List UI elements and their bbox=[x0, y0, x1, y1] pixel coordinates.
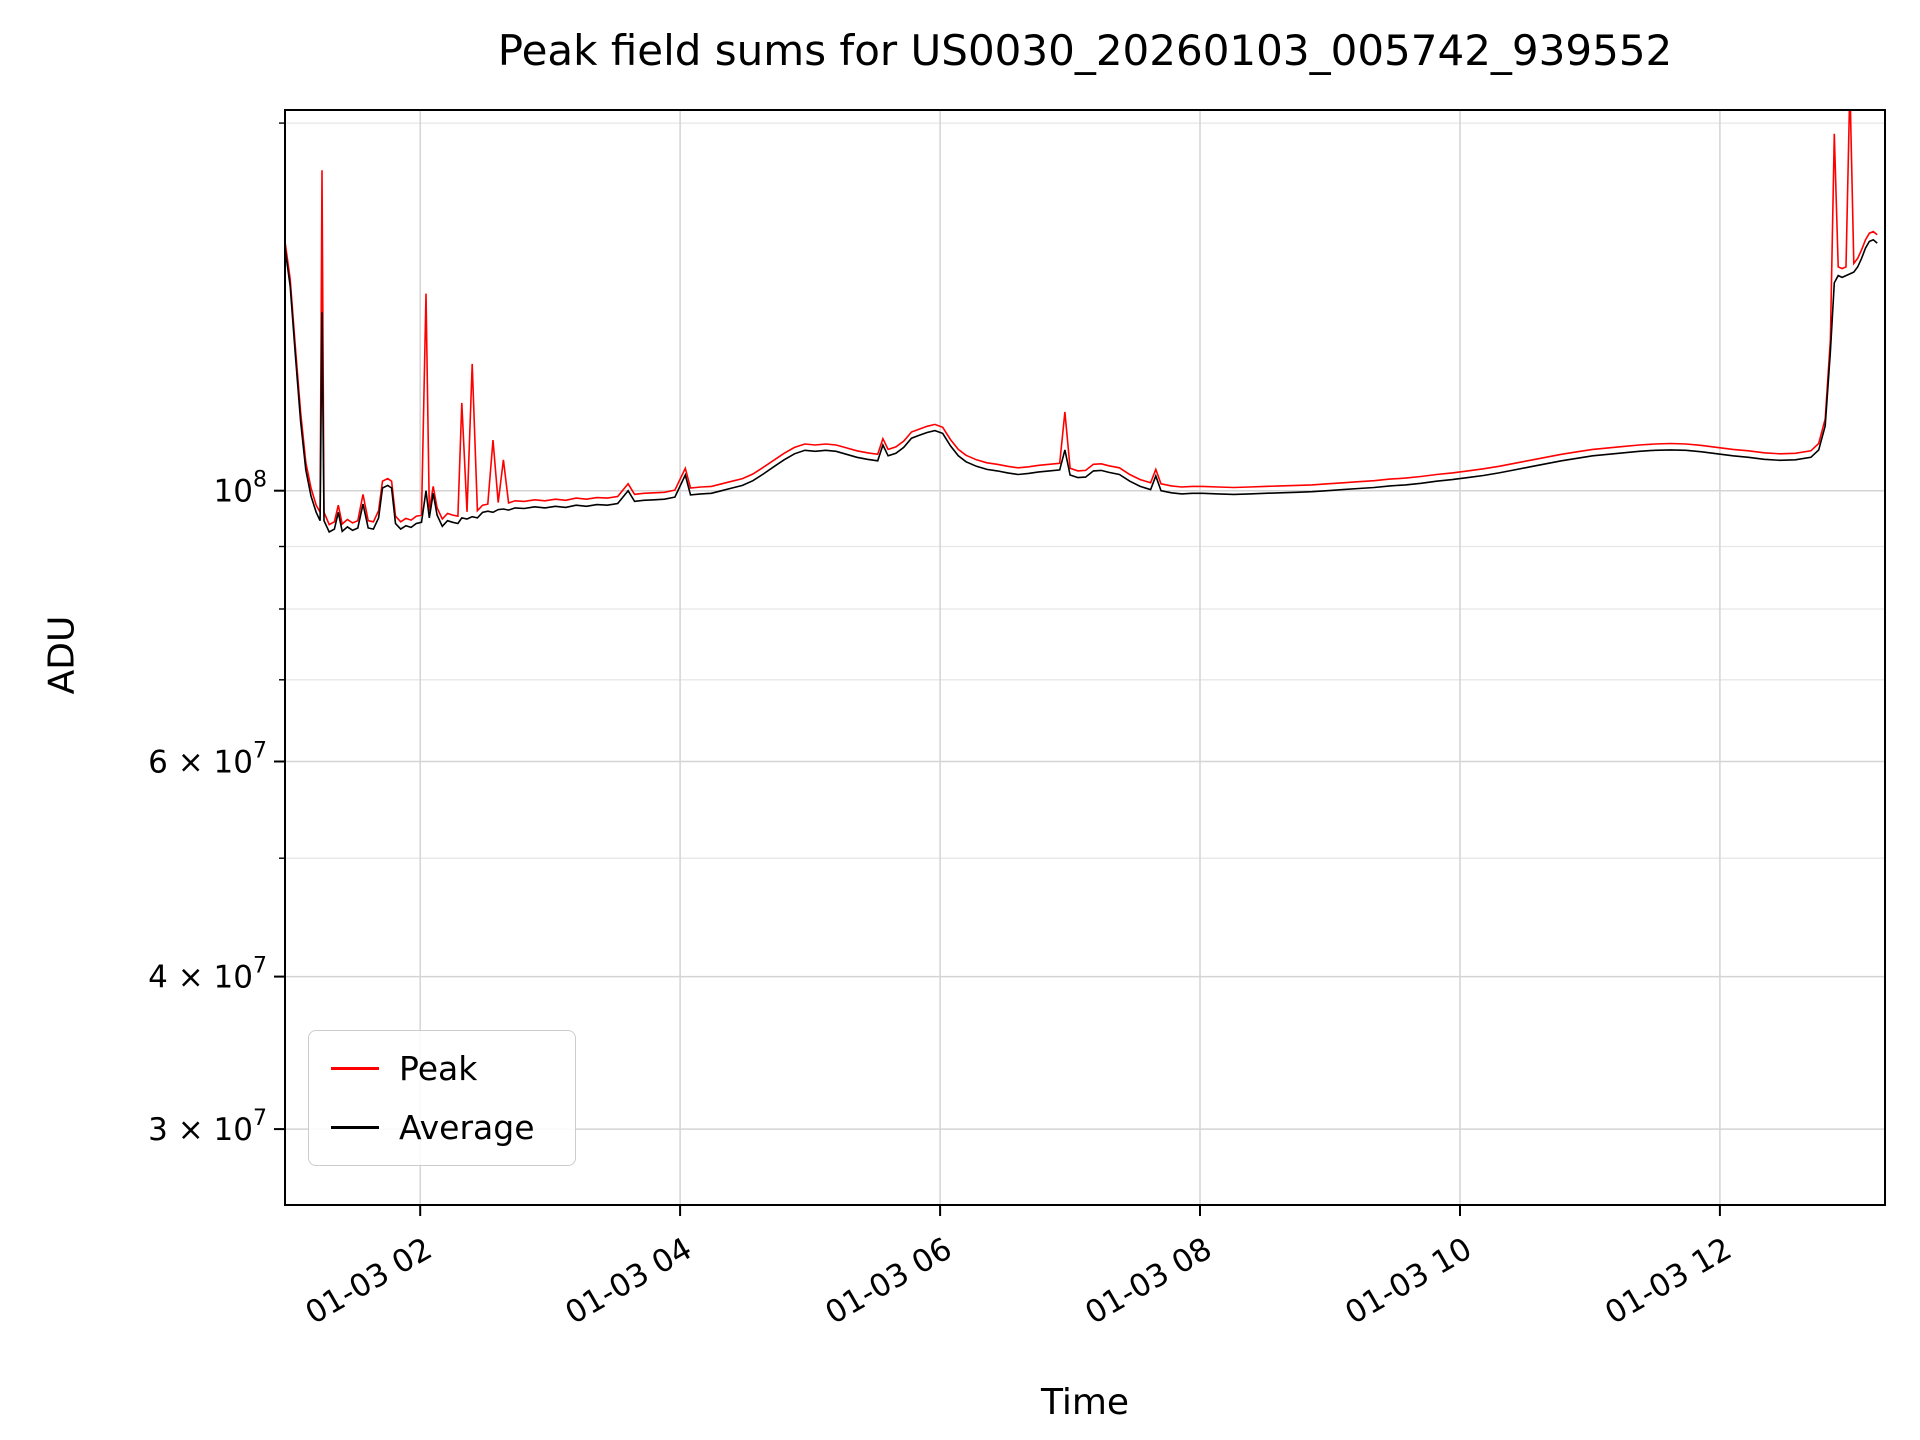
x-tick-label: 01-03 08 bbox=[1079, 1231, 1218, 1332]
x-tick-label: 01-03 04 bbox=[559, 1231, 698, 1332]
series-average-line bbox=[285, 238, 1878, 534]
plot-border bbox=[284, 109, 1886, 1206]
y-tick-label: 3 × 107 bbox=[148, 1106, 267, 1148]
x-tick-label: 01-03 12 bbox=[1599, 1231, 1738, 1332]
series-peak-line bbox=[285, 110, 1878, 526]
plot-background bbox=[285, 110, 1885, 1205]
legend-entry-peak: Peak bbox=[331, 1049, 535, 1088]
peak-line-swatch bbox=[331, 1067, 379, 1070]
y-tick-label: 108 bbox=[214, 468, 267, 510]
average-line-swatch bbox=[331, 1126, 379, 1129]
x-axis-label: Time bbox=[1040, 1382, 1130, 1423]
legend-label-peak: Peak bbox=[399, 1049, 478, 1088]
x-tick-label: 01-03 02 bbox=[299, 1231, 438, 1332]
x-tick-label: 01-03 10 bbox=[1339, 1231, 1478, 1332]
x-tick-label: 01-03 06 bbox=[819, 1231, 958, 1332]
chart-title: Peak field sums for US0030_20260103_0057… bbox=[497, 26, 1673, 75]
legend-entry-average: Average bbox=[331, 1108, 535, 1147]
y-tick-label: 4 × 107 bbox=[148, 954, 267, 996]
y-tick-label: 6 × 107 bbox=[148, 739, 267, 781]
legend-label-average: Average bbox=[399, 1108, 535, 1147]
legend: Peak Average bbox=[308, 1030, 576, 1166]
